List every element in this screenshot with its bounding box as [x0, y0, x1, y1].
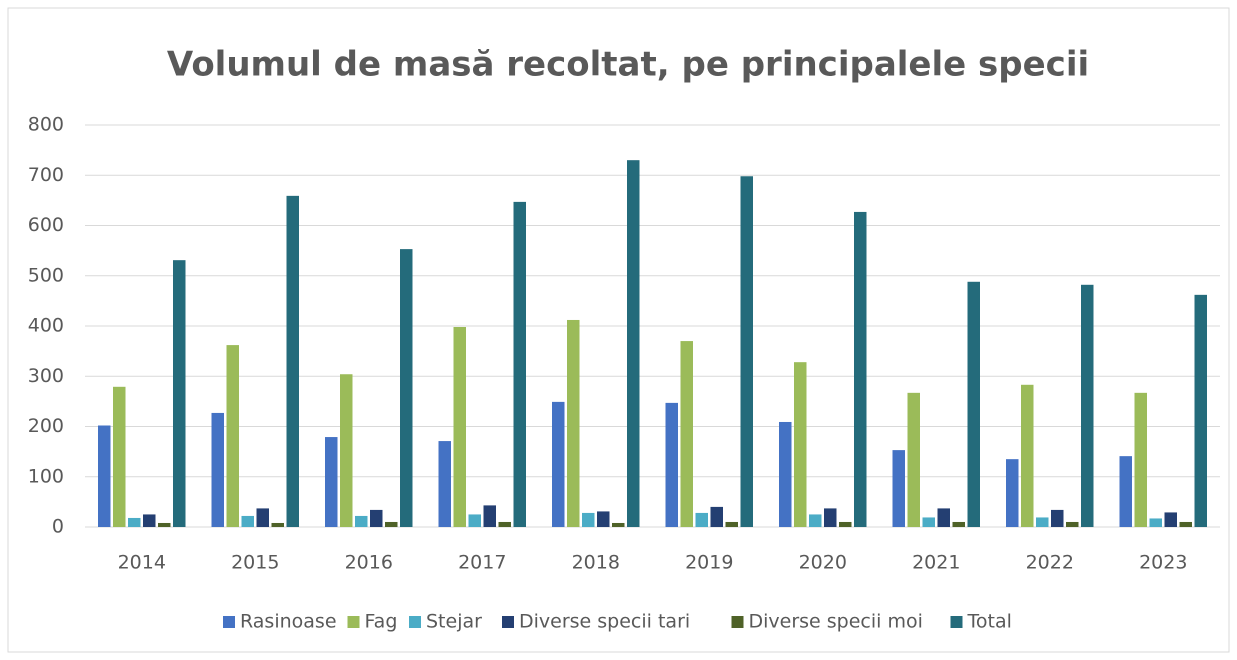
bar — [567, 319, 580, 527]
bar — [340, 374, 353, 527]
y-tick-label: 300 — [28, 365, 64, 387]
y-tick-label: 100 — [28, 465, 64, 487]
bar — [922, 517, 935, 527]
y-tick-label: 500 — [28, 264, 64, 286]
bar — [1006, 459, 1019, 527]
bar — [937, 508, 950, 527]
bar — [143, 514, 156, 527]
bar — [1051, 509, 1064, 527]
bar — [680, 341, 693, 527]
bar — [370, 509, 383, 527]
bar — [952, 521, 965, 527]
bar — [211, 412, 224, 527]
bar — [483, 505, 496, 527]
bar — [400, 249, 413, 527]
x-tick-label: 2020 — [799, 552, 847, 574]
bar — [438, 441, 451, 527]
chart-title: Volumul de masă recoltat, pe principalel… — [167, 45, 1089, 85]
bar — [552, 401, 565, 527]
bar — [854, 211, 867, 527]
legend-swatch — [347, 616, 360, 628]
bar — [256, 508, 269, 527]
legend-label: Diverse specii tari — [519, 611, 690, 633]
x-tick-label: 2023 — [1139, 552, 1187, 574]
bar — [513, 201, 526, 527]
bar — [892, 450, 905, 527]
bar — [740, 176, 753, 527]
bar — [1194, 294, 1207, 527]
legend-swatch — [502, 616, 514, 628]
x-tick-label: 2022 — [1026, 552, 1074, 574]
bar — [325, 437, 338, 527]
bar — [809, 514, 822, 527]
bar — [173, 260, 186, 527]
legend-label: Total — [967, 611, 1012, 633]
bar — [241, 515, 254, 527]
legend-swatch — [950, 616, 963, 628]
bar — [385, 521, 398, 527]
bar — [725, 521, 738, 527]
legend-swatch — [223, 616, 235, 628]
y-tick-label: 700 — [28, 164, 64, 186]
bar — [1179, 521, 1192, 527]
x-tick-label: 2018 — [572, 552, 620, 574]
y-tick-label: 800 — [28, 114, 64, 136]
legend-swatch — [409, 616, 421, 628]
bar — [226, 345, 239, 527]
y-tick-label: 0 — [52, 516, 64, 538]
y-tick-label: 600 — [28, 214, 64, 236]
bar — [612, 522, 625, 527]
bar — [710, 506, 723, 527]
bar — [627, 160, 640, 528]
bar — [355, 515, 368, 527]
bar — [1066, 521, 1079, 527]
bar — [286, 195, 299, 528]
x-tick-label: 2015 — [231, 552, 279, 574]
legend-swatch — [731, 616, 744, 628]
bar — [1021, 384, 1034, 527]
legend-label: Rasinoase — [240, 611, 337, 633]
x-tick-label: 2016 — [345, 552, 393, 574]
legend-label: Stejar — [426, 611, 482, 633]
bar — [582, 512, 595, 527]
bar — [128, 517, 141, 527]
bar — [1134, 392, 1147, 527]
bar — [453, 327, 466, 527]
chart-border — [7, 7, 1230, 653]
bar — [1119, 456, 1132, 527]
bar — [824, 508, 837, 527]
bar — [839, 521, 852, 527]
legend-label: Fag — [365, 611, 398, 633]
bar — [1081, 284, 1094, 527]
bar — [468, 514, 481, 527]
x-tick-label: 2021 — [912, 552, 960, 574]
bar — [1164, 512, 1177, 527]
x-tick-label: 2017 — [458, 552, 506, 574]
bar — [1149, 518, 1162, 527]
bar — [158, 522, 171, 527]
bar — [271, 522, 284, 527]
bar — [498, 521, 511, 527]
bar — [695, 512, 708, 527]
x-tick-label: 2014 — [118, 552, 166, 574]
bar — [665, 402, 678, 527]
bar — [779, 421, 792, 527]
bar — [98, 425, 111, 527]
bar — [907, 392, 920, 527]
legend-label: Diverse specii moi — [749, 611, 923, 633]
bar — [1036, 517, 1049, 527]
bar — [113, 386, 126, 527]
y-tick-label: 200 — [28, 415, 64, 437]
bar — [794, 362, 807, 527]
y-tick-label: 400 — [28, 315, 64, 337]
bar — [597, 511, 610, 527]
bar — [967, 281, 980, 527]
x-tick-label: 2019 — [685, 552, 733, 574]
